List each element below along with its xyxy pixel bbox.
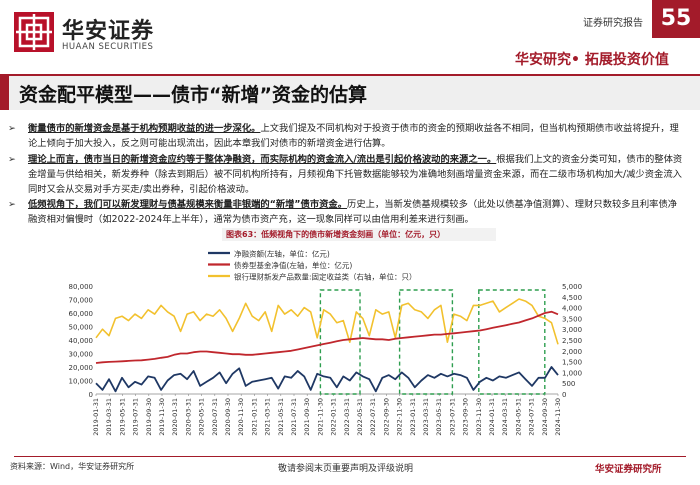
y-left-tick-label: 70,000	[69, 297, 94, 305]
x-tick-label: 2021-01-31	[250, 398, 258, 436]
company-name-cn: 华安证券	[62, 18, 155, 44]
y-right-tick-label: 2,500	[562, 337, 582, 345]
x-tick-label: 2020-11-30	[237, 398, 245, 436]
x-tick-label: 2020-07-31	[211, 398, 219, 436]
x-tick-label: 2023-05-31	[435, 398, 443, 436]
page-title: 资金配平模型——债市“新增”资金的估算	[19, 84, 367, 106]
bullet-arrow-icon: ➢	[8, 199, 16, 210]
data-source-note: 资料来源：Wind，华安证券研究所	[10, 462, 135, 471]
series-line-net-financing	[95, 366, 559, 393]
y-right-tick-label: 3,500	[562, 315, 582, 323]
footer-disclaimer: 敬请参阅末页重要声明及评级说明	[278, 464, 414, 474]
y-left-tick-label: 40,000	[69, 337, 94, 345]
highlight-box-1	[319, 289, 361, 395]
x-tick-label: 2024-05-31	[514, 398, 522, 436]
legend-label-1: 净融资额(左轴，单位：亿元)	[234, 249, 330, 259]
y-left-tick-label: 30,000	[69, 351, 94, 359]
footer-divider	[14, 456, 686, 457]
bullet-arrow-icon: ➢	[8, 154, 16, 165]
title-band	[0, 74, 700, 110]
y-left-tick-label: 0	[89, 391, 93, 399]
y-right-tick-label: 1,000	[562, 369, 582, 377]
x-tick-label: 2024-03-31	[501, 398, 509, 436]
y-right-tick-label: 3,000	[562, 326, 582, 334]
company-name-en: HUAAN SECURITIES	[62, 42, 154, 52]
figure-caption: 图表63：低频视角下的债市新增资金刻画（单位：亿元，只）	[222, 228, 496, 241]
bullet-3-lead: 低频视角下，我们可以新发理财与债基规模来衡量非银端的“新增”债市资金。	[28, 199, 348, 210]
series-line-wmp-count	[95, 298, 559, 345]
bond-market-chart: 净融资额(左轴，单位：亿元)债券型基金净值(左轴，单位：亿元) 银行理财新发产品数…	[69, 249, 583, 436]
x-tick-label: 2019-03-31	[105, 398, 113, 436]
x-tick-label: 2021-05-31	[277, 398, 285, 436]
bullet-2-lead: 理论上而言，债市当日的新增资金应约等于整体净融资，而实际机构的资金流入/流出是引…	[28, 154, 497, 165]
highlight-box-3	[478, 289, 546, 395]
x-tick-label: 2023-07-31	[448, 398, 456, 436]
x-tick-label: 2019-11-30	[158, 398, 166, 436]
x-tick-label: 2023-01-31	[409, 398, 417, 436]
x-tick-label: 2024-11-30	[554, 398, 562, 436]
y-right-tick-label: 4,000	[562, 305, 582, 313]
y-right-tick-label: 2,000	[562, 348, 582, 356]
x-tick-label: 2021-07-31	[290, 398, 298, 436]
x-tick-label: 2024-07-31	[528, 398, 536, 436]
x-tick-label: 2022-11-30	[396, 398, 404, 436]
y-left-tick-label: 10,000	[69, 378, 94, 386]
x-tick-label: 2024-09-30	[541, 398, 549, 436]
x-tick-label: 2019-05-31	[118, 398, 126, 436]
bullet-arrow-icon: ➢	[8, 123, 16, 134]
y-right-tick-label: 0	[562, 391, 566, 399]
y-left-tick-label: 80,000	[69, 283, 94, 291]
y-right-tick-label: 500	[562, 380, 575, 388]
title-accent-bar	[0, 76, 9, 110]
logo-emblem-icon	[14, 12, 54, 52]
y-right-tick-label: 4,500	[562, 294, 582, 302]
x-tick-label: 2022-01-31	[330, 398, 338, 436]
x-tick-label: 2021-03-31	[264, 398, 272, 436]
report-type-label: 证券研究报告	[583, 18, 643, 29]
footer-firm-name: 华安证券研究所	[595, 464, 662, 475]
x-tick-label: 2020-05-31	[198, 398, 206, 436]
y-right-tick-label: 5,000	[562, 283, 582, 291]
page-number: 55	[652, 0, 700, 38]
x-tick-label: 2023-03-31	[422, 398, 430, 436]
bullet-1-lead: 衡量债市的新增资金是基于机构预期收益的进一步深化。	[28, 123, 261, 134]
x-tick-label: 2020-01-31	[171, 398, 179, 436]
legend-label-3: 银行理财新发产品数量:固定收益类（右轴，单位：只）	[234, 272, 417, 282]
header-slogan: 华安研究• 拓展投资价值	[515, 52, 669, 68]
x-tick-label: 2022-03-31	[343, 398, 351, 436]
y-left-tick-label: 20,000	[69, 364, 94, 372]
y-left-tick-label: 60,000	[69, 310, 94, 318]
x-tick-label: 2019-07-31	[132, 398, 140, 436]
y-right-tick-label: 1,500	[562, 359, 582, 367]
company-logo-mark	[14, 12, 54, 52]
bullet-1-body: 上文我们提及不同机构对于投资于债市的资金的预期收益各不相同，但当机构预期债市收益…	[28, 123, 679, 149]
x-tick-label: 2024-01-31	[488, 398, 496, 436]
bullet-2-body: 根据我们上文的资金分类可知，债市的整体资金增量与供给相关，新发券种（除去到期后）…	[28, 154, 683, 195]
x-tick-label: 2022-05-31	[356, 398, 364, 436]
x-tick-label: 2023-09-30	[462, 398, 470, 436]
legend-label-2: 债券型基金净值(左轴，单位：亿元)	[234, 260, 352, 270]
x-tick-label: 2020-03-31	[184, 398, 192, 436]
x-tick-label: 2021-11-30	[316, 398, 324, 436]
x-tick-label: 2019-01-31	[92, 398, 100, 436]
x-tick-label: 2019-09-30	[145, 398, 153, 436]
highlight-box-2	[398, 289, 454, 395]
x-tick-label: 2021-09-30	[303, 398, 311, 436]
y-left-tick-label: 50,000	[69, 324, 94, 332]
series-line-bond-fund-nav	[95, 310, 559, 364]
bullet-3-body: 历史上，当新发债基规模较多（此处以债基净值测算）、理财只数较多且利率债净融资相对…	[28, 199, 678, 225]
x-tick-label: 2020-09-30	[224, 398, 232, 436]
x-tick-label: 2022-09-30	[382, 398, 390, 436]
x-tick-label: 2022-07-31	[369, 398, 377, 436]
x-tick-label: 2023-11-30	[475, 398, 483, 436]
